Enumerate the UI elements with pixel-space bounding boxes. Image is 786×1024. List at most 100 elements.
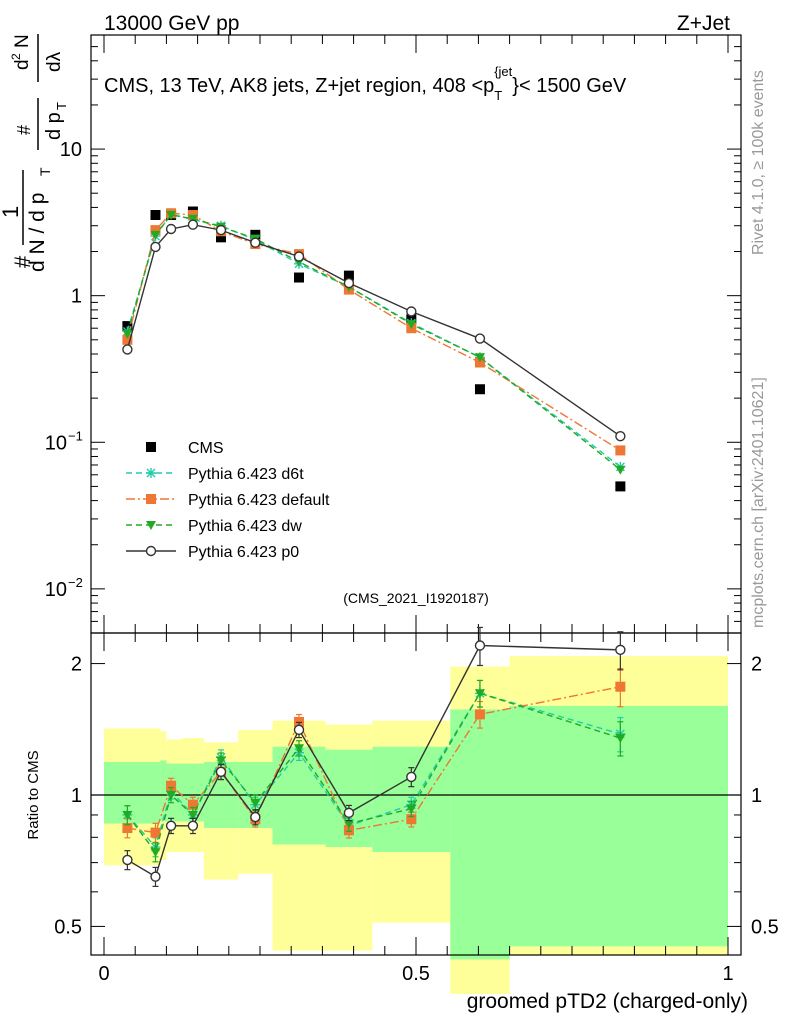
series-pythia-6-423-p0 xyxy=(122,219,626,442)
ratio-y-axis-label: Ratio to CMS xyxy=(25,750,42,839)
ratio-data-point xyxy=(150,871,161,882)
main-y-tick-label-exponent: −1 xyxy=(68,428,83,443)
ratio-data-point xyxy=(215,766,227,778)
series-pythia-6-423-dw xyxy=(122,211,626,475)
ratio-data-point xyxy=(406,771,417,783)
ratio-data-point xyxy=(343,807,355,819)
data-point xyxy=(187,214,198,224)
ratio-data-point xyxy=(474,709,485,720)
main-y-axis-label: #1 d N / d p T # d p Td2 Ndλ xyxy=(0,34,69,272)
ratio-y-tick-label-left: 1 xyxy=(71,785,82,807)
data-point xyxy=(187,219,199,230)
ratio-data-point xyxy=(216,756,226,766)
legend-entry: Pythia 6.423 d6t xyxy=(126,466,304,483)
ylabel-denominator: d N / d p xyxy=(26,193,49,272)
ratio-data-point xyxy=(150,827,161,838)
ratio-data-point xyxy=(250,798,261,808)
ratio-data-point xyxy=(187,810,198,820)
data-point xyxy=(343,270,354,281)
ratio-data-point xyxy=(187,799,198,810)
legend: CMS Pythia 6.423 d6t Pythia 6.423 default P… xyxy=(126,440,330,561)
ratio-data-point xyxy=(122,823,133,834)
uncertainty-band-inner xyxy=(509,705,728,947)
data-point xyxy=(615,465,626,475)
ratio-data-point xyxy=(294,744,304,754)
uncertainty-band-inner xyxy=(450,709,510,960)
ratio-y-tick-label-left: 0.5 xyxy=(54,916,82,938)
ratio-data-point xyxy=(406,814,417,825)
data-point xyxy=(293,251,305,262)
x-tick-label: 1 xyxy=(722,963,733,985)
legend-entry: Pythia 6.423 p0 xyxy=(126,544,299,561)
ratio-y-tick-label-right: 1 xyxy=(751,785,762,807)
ratio-data-point xyxy=(343,819,354,829)
data-point xyxy=(474,357,485,368)
series-line xyxy=(126,212,621,452)
data-point xyxy=(474,353,485,363)
ratio-data-point xyxy=(250,811,261,823)
ylabel-sub2: T xyxy=(54,102,69,110)
ylabel-numerator: 1 xyxy=(0,206,23,218)
main-y-tick-label-exponent: −2 xyxy=(68,575,83,590)
series-pythia-6-423-d6t xyxy=(122,209,626,472)
ylabel-hash: # xyxy=(10,255,35,268)
ratio-data-point xyxy=(293,724,305,736)
ylabel-sub: T xyxy=(37,167,53,176)
analysis-watermark: (CMS_2021_I1920187) xyxy=(343,590,489,606)
data-point xyxy=(122,329,133,339)
data-point xyxy=(150,241,161,253)
main-y-tick-label: 10 xyxy=(45,432,67,454)
legend-entry: Pythia 6.423 dw xyxy=(126,518,302,535)
ratio-data-point xyxy=(615,734,626,744)
legend-label: Pythia 6.423 default xyxy=(188,492,330,509)
data-point xyxy=(250,237,261,248)
legend-label: Pythia 6.423 d6t xyxy=(188,466,304,483)
data-point xyxy=(406,320,417,330)
main-chart-title: CMS, 13 TeV, AK8 jets, Z+jet region, 408… xyxy=(104,64,627,103)
ratio-series-pythia-6-423-dw xyxy=(122,679,626,863)
legend-marker xyxy=(146,494,156,504)
ratio-data-point xyxy=(165,820,177,832)
uncertainty-band-inner xyxy=(160,760,167,822)
ratio-data-point xyxy=(122,810,133,820)
series-pythia-6-423-default xyxy=(122,208,626,456)
legend-label: Pythia 6.423 p0 xyxy=(188,544,299,561)
ratio-data-point xyxy=(122,854,133,866)
uncertainty-band-inner xyxy=(104,762,161,824)
data-point xyxy=(122,321,133,332)
series-line xyxy=(126,214,621,471)
data-point xyxy=(406,306,417,317)
side-label-mcplots: mcplots.cern.ch [arXiv:2401.10621] xyxy=(750,377,767,628)
ratio-y-tick-label-right: 0.5 xyxy=(751,916,779,938)
ratio-data-point xyxy=(615,681,626,692)
data-point xyxy=(474,384,485,395)
data-point xyxy=(615,481,626,492)
side-label-rivet: Rivet 4.1.0, ≥ 100k events xyxy=(750,70,767,255)
ratio-data-point xyxy=(166,790,177,800)
data-point xyxy=(615,445,626,456)
x-tick-label: 0 xyxy=(98,963,109,985)
data-point xyxy=(165,223,177,235)
data-point xyxy=(150,230,161,240)
ratio-y-tick-label-right: 2 xyxy=(751,654,762,676)
legend-marker xyxy=(146,521,156,530)
ratio-panel: 2 2 1 1 0.5 0.5 0 0.5 1 xyxy=(54,626,779,995)
data-point xyxy=(150,225,161,236)
series-line xyxy=(126,213,621,468)
ylabel-dp: d p xyxy=(43,112,65,140)
legend-marker xyxy=(146,442,156,452)
data-point xyxy=(166,211,177,221)
legend-label: CMS xyxy=(188,440,224,457)
uncertainty-band-inner xyxy=(272,746,326,845)
ratio-data-point xyxy=(166,780,177,791)
x-tick-label: 0.5 xyxy=(402,963,430,985)
header-analysis-label: Z+Jet xyxy=(677,12,730,35)
legend-entry: CMS xyxy=(146,440,224,457)
ylabel-dlambda: dλ xyxy=(44,51,65,72)
header-process-label: 13000 GeV pp xyxy=(104,12,239,35)
uncertainty-band-inner xyxy=(182,763,204,822)
main-y-tick-label: 1 xyxy=(71,286,82,308)
data-point xyxy=(615,431,626,442)
